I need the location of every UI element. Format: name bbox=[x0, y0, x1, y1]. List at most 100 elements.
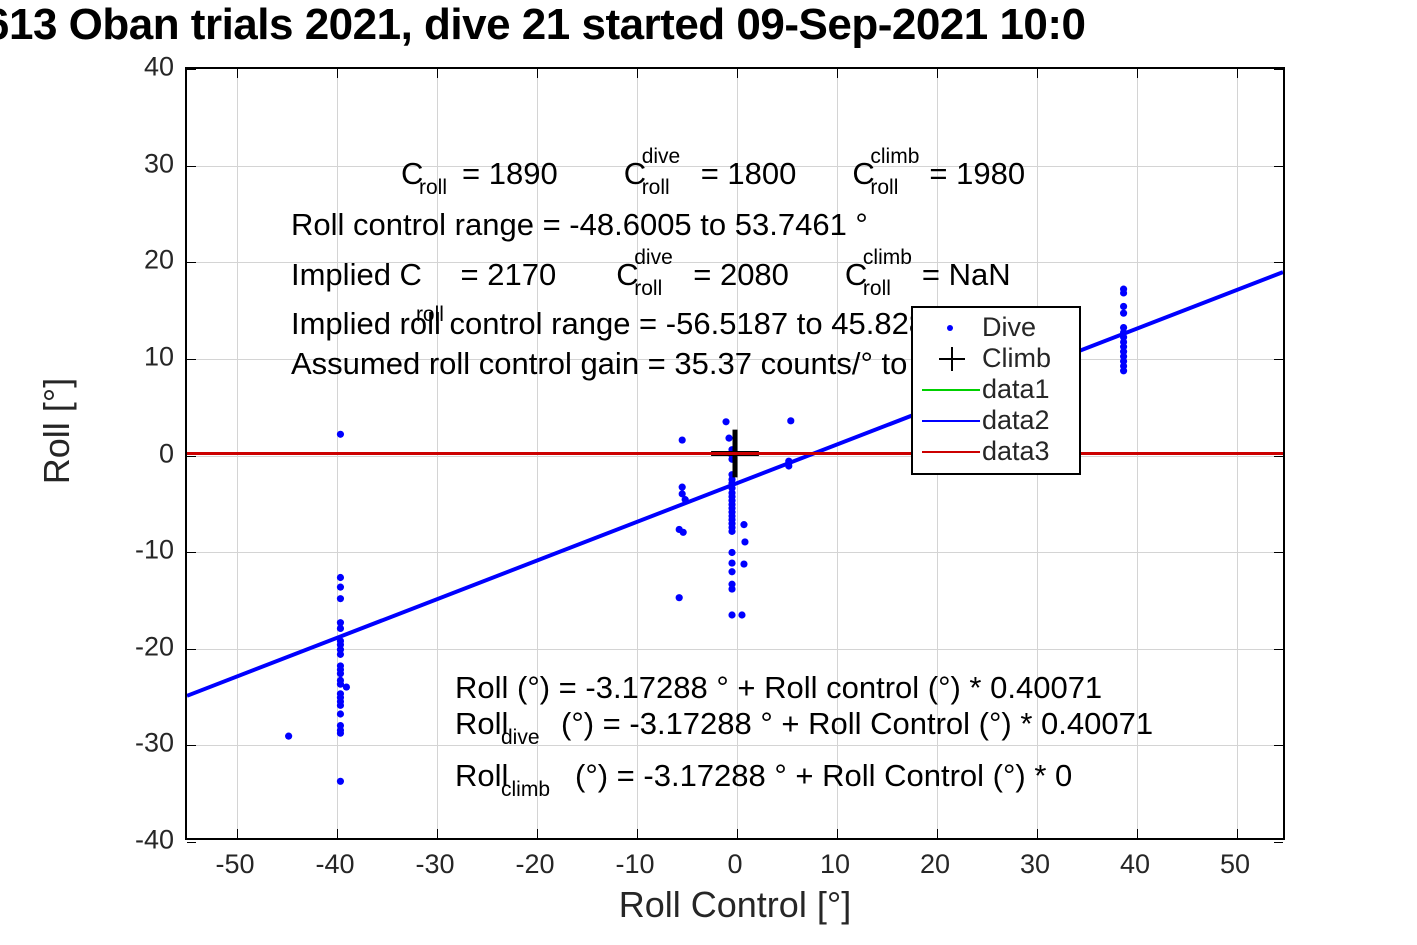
x-tick-label: 20 bbox=[919, 849, 951, 879]
y-tick bbox=[187, 455, 196, 457]
dot-glyph bbox=[947, 324, 953, 331]
x-tick bbox=[537, 69, 538, 78]
y-tick bbox=[187, 358, 196, 360]
implied-c-climb-value: = NaN bbox=[913, 257, 1011, 292]
y-tick bbox=[187, 842, 196, 843]
legend-label: data3 bbox=[982, 436, 1050, 466]
y-tick bbox=[1274, 745, 1283, 747]
gridline-horizontal bbox=[187, 745, 1283, 747]
x-tick bbox=[637, 69, 638, 78]
y-tick-label: 10 bbox=[143, 341, 174, 372]
y-tick bbox=[187, 69, 196, 70]
annotation-assumed-gain: Assumed roll control gain = 35.37 counts… bbox=[291, 346, 975, 381]
x-tick bbox=[937, 69, 938, 78]
y-tick-label: -30 bbox=[134, 727, 174, 758]
legend-item-climb[interactable]: Climb bbox=[913, 343, 1079, 374]
x-tick-label: 30 bbox=[1019, 849, 1051, 879]
plus-marker-icon bbox=[920, 346, 982, 372]
y-tick bbox=[1274, 455, 1283, 457]
legend-item-dive[interactable]: Dive bbox=[913, 312, 1079, 343]
x-tick-label: 10 bbox=[819, 849, 851, 879]
x-tick-label: -50 bbox=[215, 849, 255, 879]
roll-climb-symbol: Roll climb bbox=[455, 758, 551, 801]
annotation-roll-control-range: Roll control range = -48.6005 to 53.7461… bbox=[291, 207, 868, 242]
x-tick bbox=[237, 829, 238, 838]
x-tick bbox=[737, 69, 738, 78]
page-title: 613 Oban trials 2021, dive 21 started 09… bbox=[0, 0, 1086, 49]
y-tick bbox=[1274, 165, 1283, 167]
gridline-horizontal bbox=[187, 262, 1283, 264]
roll-climb-rest: (°) = -3.17288 ° + Roll Control (°) * 0 bbox=[566, 758, 1073, 793]
y-tick bbox=[187, 165, 196, 167]
equation-roll-climb: Roll climb (°) = -3.17288 ° + Roll Contro… bbox=[455, 758, 1073, 801]
line-glyph bbox=[922, 388, 980, 391]
x-tick-label: 0 bbox=[727, 849, 743, 879]
equation-roll-dive: Roll dive (°) = -3.17288 ° + Roll Control… bbox=[455, 706, 1153, 749]
x-tick-label: -40 bbox=[315, 849, 355, 879]
x-tick bbox=[237, 69, 238, 78]
implied-c-dive-value: = 2080 bbox=[684, 257, 789, 292]
x-tick bbox=[1137, 829, 1138, 838]
y-tick bbox=[1274, 69, 1283, 70]
y-tick-label: 40 bbox=[143, 51, 174, 82]
x-tick bbox=[637, 829, 638, 838]
x-tick-label: -20 bbox=[515, 849, 555, 879]
y-tick bbox=[187, 552, 196, 554]
legend[interactable]: Dive Climb data1 data2 data3 bbox=[911, 306, 1081, 475]
x-tick bbox=[1037, 69, 1038, 78]
x-tick bbox=[437, 69, 438, 78]
y-tick-label: 20 bbox=[143, 244, 174, 275]
implied-c-roll-value: = 2170 bbox=[451, 257, 557, 292]
roll-dive-symbol: Roll dive bbox=[455, 706, 540, 749]
series-line-data2 bbox=[187, 270, 1283, 698]
y-tick bbox=[1274, 842, 1283, 843]
x-tick bbox=[837, 69, 838, 78]
x-tick bbox=[337, 829, 338, 838]
x-tick bbox=[337, 69, 338, 78]
x-tick-label: 40 bbox=[1119, 849, 1151, 879]
x-tick bbox=[837, 829, 838, 838]
y-tick bbox=[1274, 552, 1283, 554]
plot-axes bbox=[185, 67, 1285, 843]
legend-item-data1[interactable]: data1 bbox=[913, 374, 1079, 405]
x-tick bbox=[1037, 829, 1038, 838]
y-tick-label: 30 bbox=[143, 148, 174, 179]
implied-prefix: Implied C bbox=[291, 257, 422, 292]
y-tick bbox=[187, 262, 196, 264]
x-tick bbox=[937, 829, 938, 838]
legend-item-data2[interactable]: data2 bbox=[913, 405, 1079, 436]
x-tick-label: -10 bbox=[615, 849, 655, 879]
gridline-horizontal bbox=[187, 358, 1283, 360]
line-marker-icon bbox=[920, 439, 982, 465]
legend-label: data1 bbox=[982, 374, 1050, 404]
annotation-implied-range: Implied roll control range = -56.5187 to… bbox=[291, 306, 948, 341]
x-axis-label: Roll Control [°] bbox=[618, 884, 852, 925]
y-tick bbox=[187, 745, 196, 747]
y-tick bbox=[1274, 648, 1283, 650]
c-roll-climb-value: = 1980 bbox=[920, 156, 1026, 191]
x-tick bbox=[437, 829, 438, 838]
line-glyph bbox=[922, 419, 980, 422]
y-tick-label: 0 bbox=[158, 438, 174, 468]
plot-clip-region bbox=[187, 69, 1283, 838]
x-tick bbox=[737, 829, 738, 838]
x-tick bbox=[537, 829, 538, 838]
line-glyph bbox=[922, 450, 980, 453]
legend-item-data3[interactable]: data3 bbox=[913, 436, 1079, 467]
line-marker-icon bbox=[920, 408, 982, 434]
equation-roll: Roll (°) = -3.17288 ° + Roll control (°)… bbox=[455, 670, 1103, 705]
y-tick-label: -10 bbox=[134, 534, 174, 565]
x-tick bbox=[1237, 829, 1238, 838]
legend-label: Dive bbox=[982, 312, 1037, 342]
x-tick bbox=[1137, 69, 1138, 78]
legend-label: Climb bbox=[982, 343, 1052, 373]
y-tick-label: -40 bbox=[134, 824, 174, 855]
title-container: 613 Oban trials 2021, dive 21 started 09… bbox=[0, 0, 1417, 58]
